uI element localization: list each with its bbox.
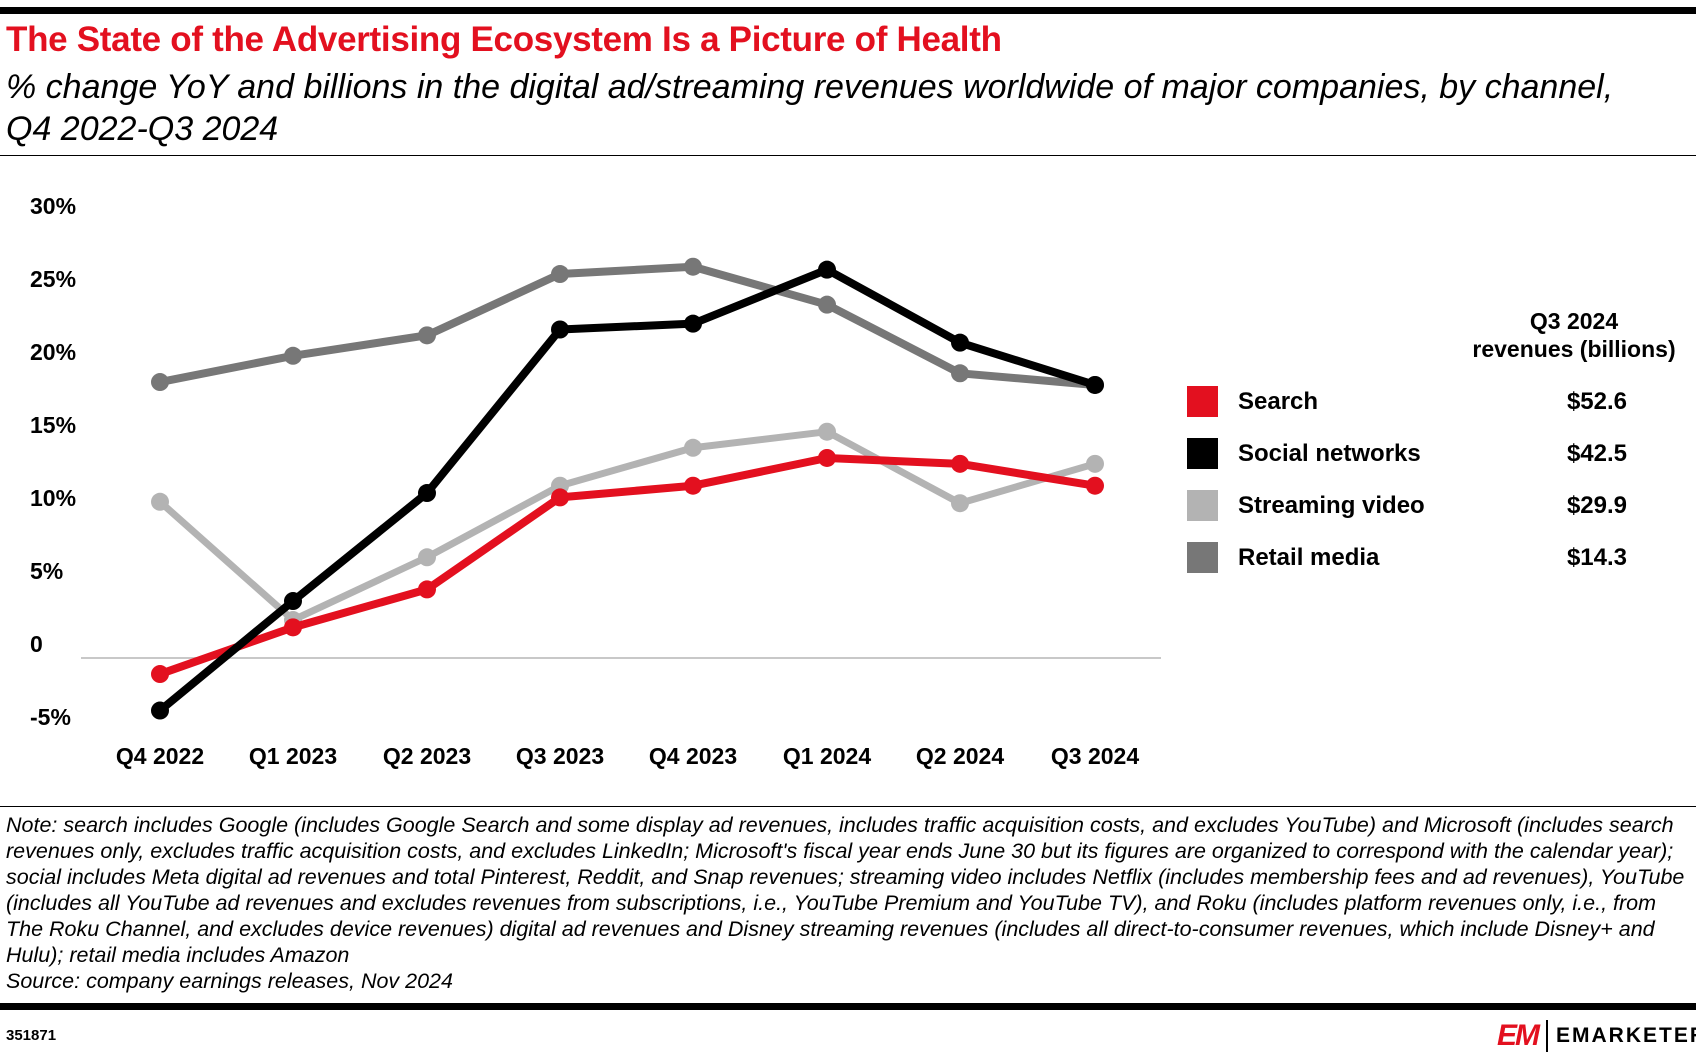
x-tick-label: Q3 2023 [516,743,604,769]
legend-value: $52.6 [1566,388,1627,415]
logo-divider [1546,1020,1548,1052]
data-point [951,494,969,513]
data-point [151,373,169,392]
x-tick-label: Q3 2024 [1051,743,1139,769]
note-rule [0,806,1696,807]
series-line-search [158,453,1096,678]
legend-header: Q3 2024 revenues (billions) [1444,307,1696,363]
legend-header-line1: Q3 2024 [1529,308,1619,334]
y-tick-label: 20% [30,339,76,365]
legend-item: Search $52.6 [1187,386,1627,418]
source-text: Source: company earnings releases, Nov 2… [6,969,453,993]
data-point [1086,476,1104,495]
y-tick-label: 10% [30,485,76,511]
data-point [284,592,302,611]
legend-swatch [1187,490,1218,521]
legend-label: Search [1238,388,1319,415]
x-tick-label: Q2 2023 [383,743,471,769]
y-tick-label: 15% [30,412,76,438]
x-tick-label: Q1 2024 [783,743,871,769]
data-point [551,320,569,339]
note-block: Note: search includes Google (includes G… [6,812,1696,994]
data-point [818,295,836,314]
data-point [818,260,836,279]
y-tick-label: 5% [30,558,63,584]
data-point [818,422,836,441]
data-point [684,476,702,495]
legend-swatch [1187,542,1218,573]
legend-item: Social networks $42.5 [1187,438,1627,470]
data-point [951,454,969,473]
x-tick-label: Q1 2023 [249,743,337,769]
legend-item: Retail media $14.3 [1187,542,1627,574]
note-text: Note: search includes Google (includes G… [6,813,1685,967]
legend-value: $14.3 [1566,544,1627,571]
legend-label: Streaming video [1238,492,1425,519]
y-tick-label: -5% [30,704,71,730]
legend-label: Social networks [1238,440,1421,467]
series-line-streaming-video [157,428,1096,624]
data-point [1086,375,1104,394]
x-tick-label: Q4 2023 [649,743,737,769]
data-point [551,488,569,507]
series-line-retail-media [159,262,1096,389]
legend-value: $42.5 [1566,440,1627,467]
data-point [151,492,169,511]
legend-swatch [1187,438,1218,469]
legend-swatch [1187,386,1218,417]
y-tick-label: 25% [30,266,76,292]
legend-label: Retail media [1238,544,1380,571]
data-point [818,448,836,467]
data-point [1086,454,1104,473]
top-bar [0,7,1696,14]
data-point [684,314,702,333]
data-point [151,665,169,684]
logo-brand: EMARKETER [1556,1024,1696,1047]
emarketer-logo: EM EMARKETER [1497,1019,1696,1053]
data-point [951,333,969,352]
series-line-social-networks [157,265,1097,714]
y-tick-label: 0 [30,631,43,657]
chart-subtitle: % change YoY and billions in the digital… [6,68,1614,148]
data-point [284,618,302,637]
data-point [418,548,436,567]
data-point [151,701,169,720]
bottom-bar [0,1003,1696,1010]
data-point [284,346,302,365]
logo-mark: EM [1497,1019,1540,1052]
chart-id: 351871 [6,1027,57,1044]
header-rule [0,155,1696,156]
chart-title: The State of the Advertising Ecosystem I… [6,20,1002,59]
data-point [551,265,569,284]
data-point [684,257,702,276]
legend-header-line2: revenues (billions) [1472,336,1676,362]
data-point [418,580,436,599]
y-tick-label: 30% [30,193,76,219]
x-tick-label: Q2 2024 [916,743,1004,769]
data-point [418,484,436,503]
data-point [684,438,702,457]
data-point [951,364,969,383]
data-point [418,326,436,345]
legend-value: $29.9 [1566,492,1627,519]
x-tick-label: Q4 2022 [116,743,204,769]
line-chart: 30% 25% 20% 15% 10% 5% 0 -5% Q4 2022 Q1 2023 Q2 20… [30,193,1161,769]
legend-item: Streaming video $29.9 [1187,490,1627,522]
